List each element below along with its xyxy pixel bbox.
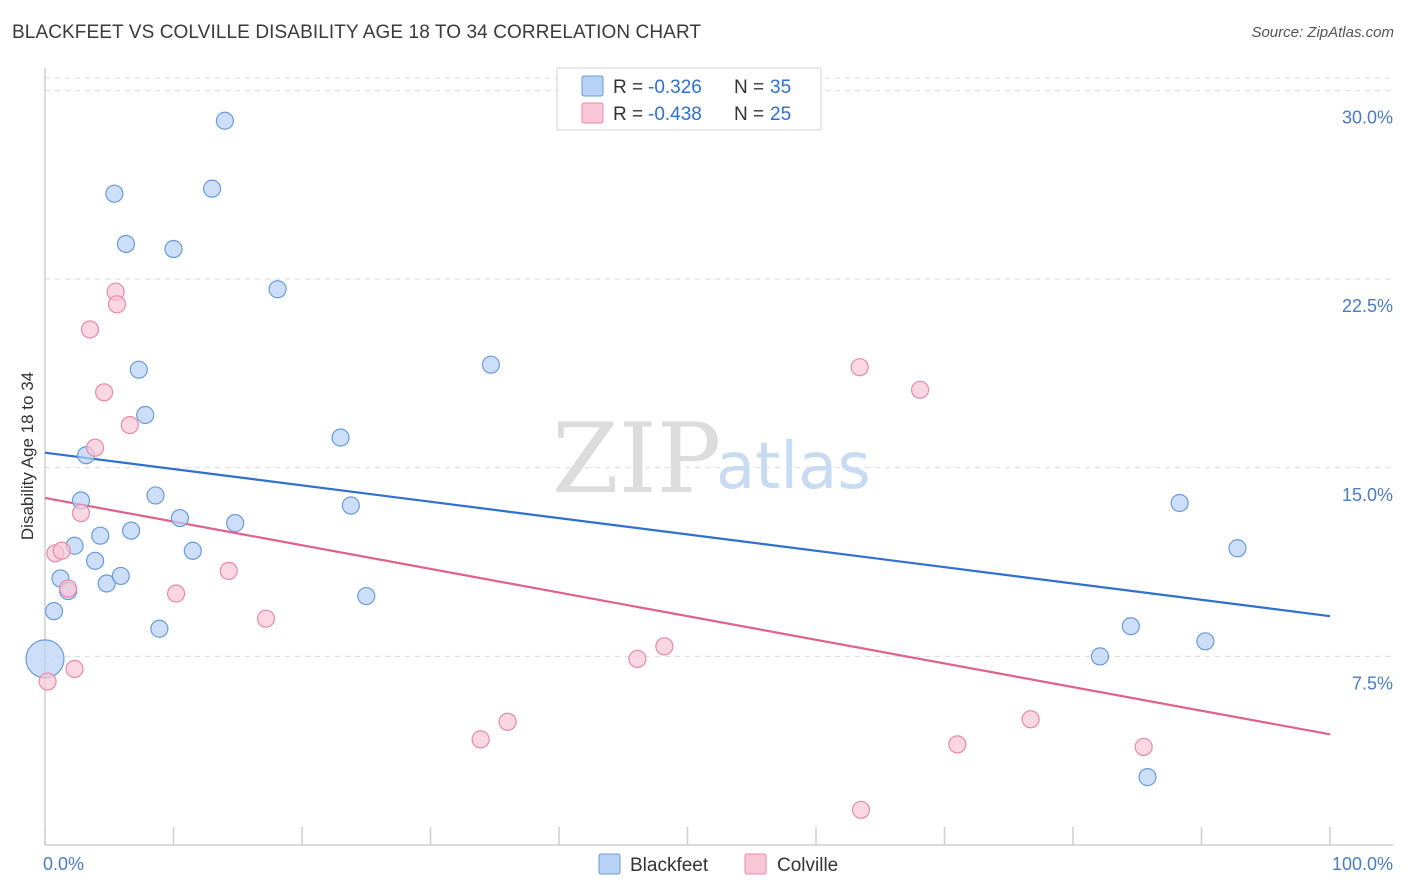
blackfeet-point <box>1170 493 1189 513</box>
bottom-legend: Blackfeet Colville <box>598 853 838 876</box>
bottom-legend-colville-swatch <box>744 853 767 875</box>
watermark: ZIP atlas <box>552 403 871 515</box>
colville-point <box>166 584 186 603</box>
blackfeet-point <box>121 521 141 540</box>
blackfeet-point <box>1228 539 1247 558</box>
legend-r-label-1: R = <box>613 77 643 98</box>
trend-layer <box>44 451 1331 736</box>
ylabel-layer: Disability Age 18 to 34 <box>18 372 37 540</box>
colville-point <box>471 730 490 749</box>
blackfeet-point <box>146 486 165 505</box>
watermark-atlas: atlas <box>716 430 871 504</box>
chart-title: BLACKFEET VS COLVILLE DISABILITY AGE 18 … <box>12 22 702 43</box>
colville-point <box>1134 737 1153 757</box>
colville-point <box>107 295 127 314</box>
blackfeet-point <box>44 602 64 621</box>
colville-point <box>655 637 674 656</box>
blackfeet-point <box>111 566 130 586</box>
legend-r-value-1: -0.326 <box>648 77 702 98</box>
legend-n-value-1: 35 <box>770 77 791 98</box>
blackfeet-point <box>1196 632 1215 651</box>
blackfeet-point <box>150 619 169 638</box>
top-legend: R = -0.326 N = 35 R = -0.438 N = 25 <box>556 67 822 131</box>
blackfeet-point <box>91 526 110 545</box>
y-axis-label: Disability Age 18 to 34 <box>18 372 37 540</box>
source-label: Source: ZipAtlas.com <box>1251 24 1394 41</box>
legend-n-label-2: N = <box>734 104 764 125</box>
blackfeet-point <box>170 508 190 528</box>
colville-point <box>120 415 139 435</box>
colville-point <box>95 383 114 402</box>
blackfeet-point <box>25 639 65 679</box>
colville-point <box>851 800 871 819</box>
colville-legend-swatch <box>581 102 604 124</box>
colville-trend-line <box>44 496 1331 736</box>
colville-point <box>38 672 57 691</box>
y-tick-label: 7.5% <box>1352 673 1393 693</box>
blackfeet-point <box>183 541 202 560</box>
colville-point <box>498 712 517 731</box>
blackfeet-legend-swatch <box>581 75 604 97</box>
bottom-legend-colville-label: Colville <box>777 855 838 876</box>
blackfeet-point <box>164 239 183 259</box>
blackfeet-point <box>129 360 148 379</box>
colville-point <box>86 438 105 457</box>
blackfeet-point <box>1121 617 1140 636</box>
bottom-legend-blackfeet-swatch <box>598 853 621 875</box>
blackfeet-point <box>1090 647 1110 666</box>
legend-r-value-2: -0.438 <box>648 104 702 125</box>
axes-layer: 7.5% 15.0% 22.5% 30.0% 0.0% 100.0% <box>43 68 1393 874</box>
y-tick-label: 30.0% <box>1342 108 1393 128</box>
y-tick-label: 22.5% <box>1342 296 1393 316</box>
x-tick-label-min: 0.0% <box>43 854 84 874</box>
legend-n-value-2: 25 <box>770 104 791 125</box>
colville-point <box>1021 710 1040 729</box>
colville-point <box>628 649 647 669</box>
colville-point <box>80 320 100 339</box>
y-tick-label: 15.0% <box>1342 485 1393 505</box>
colville-point <box>948 735 967 754</box>
blackfeet-point <box>1138 768 1157 787</box>
legend-r-label-2: R = <box>613 104 643 125</box>
colville-point <box>52 541 71 560</box>
colville-point <box>65 659 84 679</box>
watermark-zip: ZIP <box>552 403 721 515</box>
blackfeet-point <box>226 514 245 533</box>
blackfeet-point <box>331 428 350 447</box>
blackfeet-point <box>136 405 155 425</box>
legend-n-label-1: N = <box>734 77 764 98</box>
grid-layer <box>45 77 1393 657</box>
colville-point <box>256 609 276 628</box>
blackfeet-point <box>97 574 116 593</box>
blackfeet-point <box>481 355 500 374</box>
blackfeet-point <box>86 551 105 570</box>
blackfeet-point <box>357 586 376 606</box>
blackfeet-point <box>116 234 136 254</box>
blackfeet-point <box>202 179 222 198</box>
points-layer <box>25 111 1247 819</box>
colville-point <box>71 503 91 523</box>
colville-point <box>59 579 78 598</box>
colville-point <box>219 561 238 580</box>
blackfeet-point <box>215 111 234 130</box>
blackfeet-point <box>268 280 287 299</box>
bottom-legend-blackfeet-label: Blackfeet <box>630 855 709 876</box>
colville-point <box>910 380 930 399</box>
x-tick-label-max: 100.0% <box>1332 854 1393 874</box>
blackfeet-point <box>341 496 360 515</box>
colville-point <box>850 358 869 377</box>
blackfeet-point <box>105 184 124 203</box>
blackfeet-trend-line <box>44 451 1331 618</box>
